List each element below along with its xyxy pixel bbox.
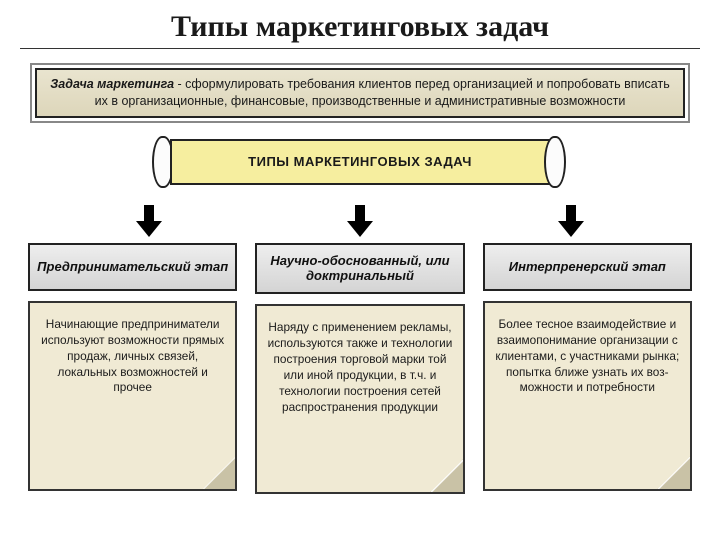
- columns-container: Предпринимательский этап Начинающие пред…: [0, 243, 720, 494]
- definition-box: Задача маркетинга - сформулировать требо…: [35, 68, 685, 118]
- column-2: Научно-обоснованный, или доктринальный Н…: [255, 243, 464, 494]
- banner-row: ТИПЫ МАРКЕТИНГОВЫХ ЗАДАЧ: [0, 139, 720, 191]
- down-arrow-icon: [136, 205, 162, 239]
- column-2-body: Наряду с применением рекламы, используют…: [255, 304, 464, 494]
- definition-outer-frame: Задача маркетинга - сформулировать требо…: [30, 63, 690, 123]
- down-arrow-icon: [347, 205, 373, 239]
- column-3-body: Более тесное взаимо­действие и взаимопо­…: [483, 301, 692, 491]
- column-3-head: Интерпренерский этап: [483, 243, 692, 291]
- column-2-head: Научно-обоснованный, или доктринальный: [255, 243, 464, 294]
- column-1: Предпринимательский этап Начинающие пред…: [28, 243, 237, 494]
- page-title: Типы маркетинговых задач: [20, 0, 700, 49]
- scroll-end-right: [544, 136, 566, 188]
- definition-text: - сформулировать требования клиентов пер…: [95, 77, 670, 108]
- arrow-row: [0, 205, 720, 239]
- column-3: Интерпренерский этап Более тесное взаимо…: [483, 243, 692, 494]
- column-1-body: Начинающие предпри­ниматели используют в…: [28, 301, 237, 491]
- types-banner: ТИПЫ МАРКЕТИНГОВЫХ ЗАДАЧ: [170, 139, 550, 185]
- column-1-head: Предпринимательский этап: [28, 243, 237, 291]
- definition-lead: Задача маркетинга: [50, 77, 174, 91]
- down-arrow-icon: [558, 205, 584, 239]
